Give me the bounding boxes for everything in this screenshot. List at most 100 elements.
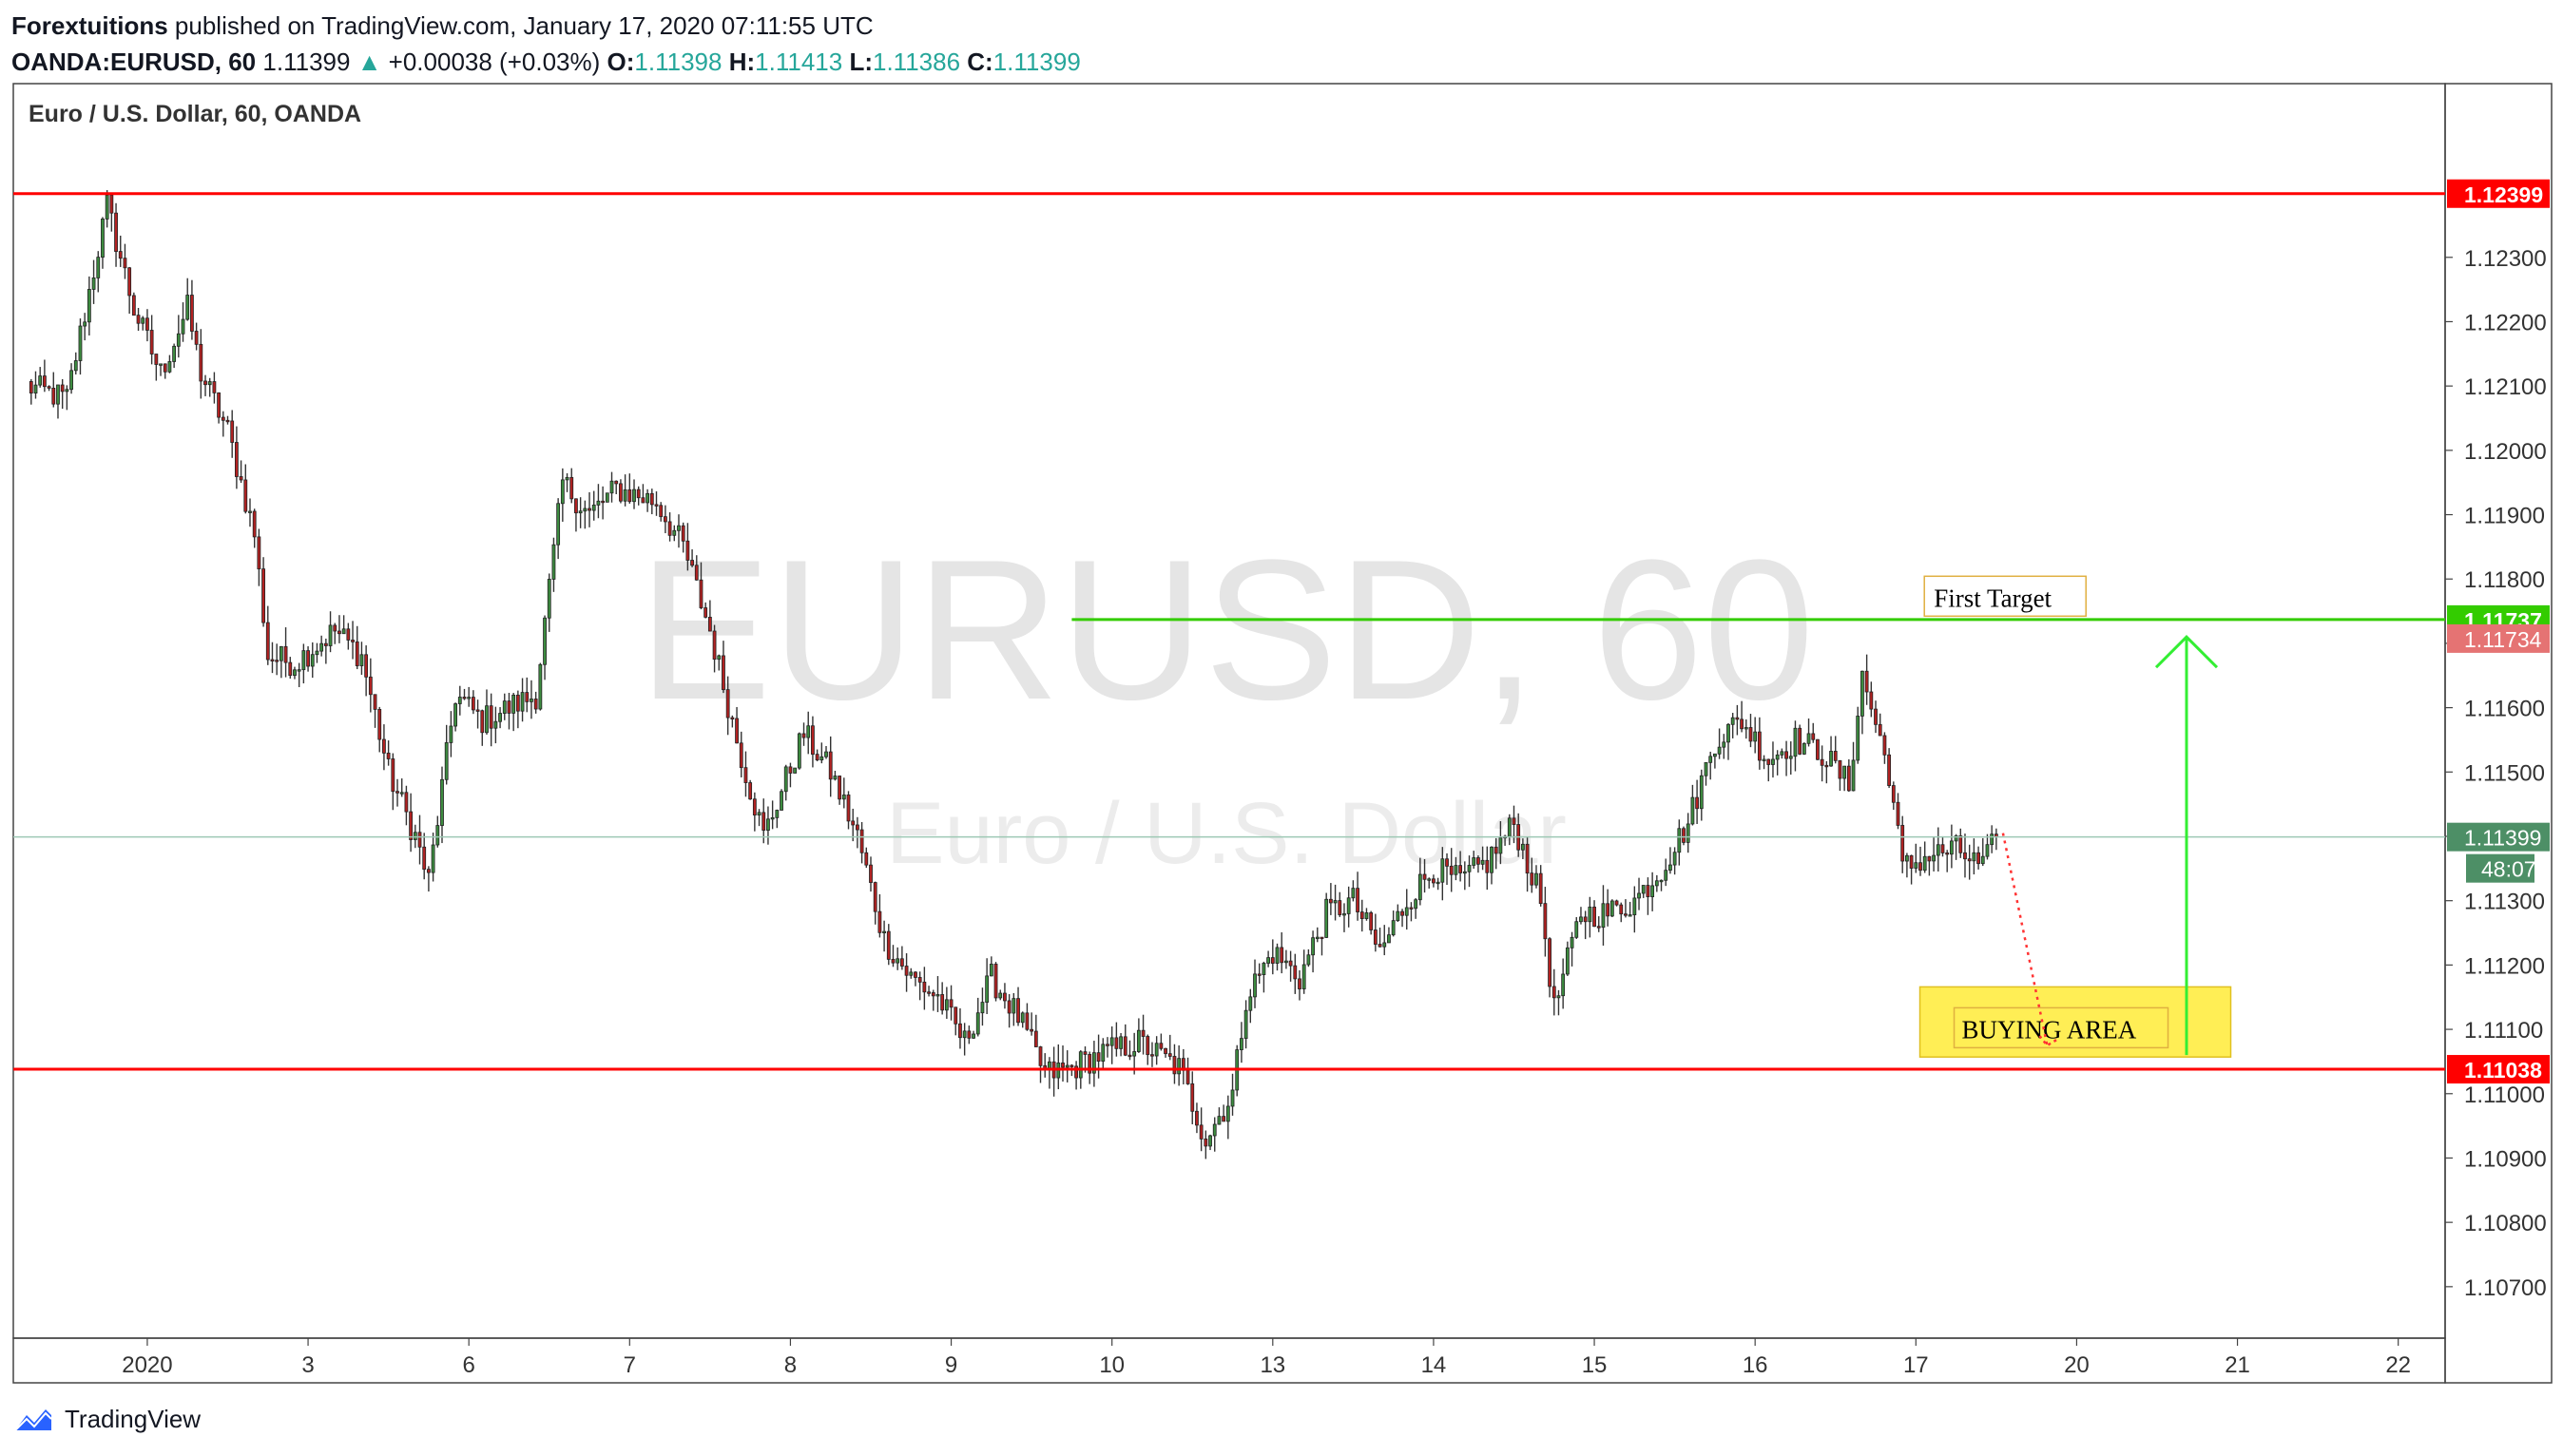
current-price-tag-label: 1.11399 xyxy=(2464,826,2541,851)
candle-down xyxy=(1740,718,1744,730)
candle-down xyxy=(1083,1051,1088,1055)
target-arrow-head xyxy=(2154,635,2219,669)
candle-down xyxy=(1820,758,1824,766)
candle-down xyxy=(927,991,931,994)
candle-down xyxy=(1150,1054,1154,1057)
candle-down xyxy=(1869,691,1874,710)
candle-up xyxy=(1490,846,1493,873)
price-tick-label: 1.11200 xyxy=(2464,953,2545,979)
candle-up xyxy=(824,751,828,757)
candle-up xyxy=(944,999,949,1011)
candle-down xyxy=(145,317,149,331)
candle-up xyxy=(159,363,163,366)
candle-down xyxy=(588,508,591,511)
time-tick-label: 7 xyxy=(624,1352,636,1378)
tradingview-footer[interactable]: TradingView xyxy=(13,1405,201,1434)
candle-down xyxy=(1551,986,1556,999)
candle-up xyxy=(1472,857,1476,866)
candle-up xyxy=(315,650,319,656)
price-tick-label: 1.12300 xyxy=(2464,246,2547,272)
candle-down xyxy=(395,791,399,794)
candle-down xyxy=(234,442,239,477)
candle-down xyxy=(225,419,230,423)
candle-down xyxy=(1038,1046,1043,1066)
candle-up xyxy=(1932,854,1936,862)
candle-up xyxy=(596,500,601,506)
candle-up xyxy=(279,645,283,661)
candle-down xyxy=(1288,960,1293,967)
first-target-label: First Target xyxy=(1934,584,2052,612)
candle-up xyxy=(1856,716,1860,761)
candle-up xyxy=(793,767,798,774)
candle-down xyxy=(1280,947,1284,964)
candle-up xyxy=(1427,878,1432,881)
candle-down xyxy=(1190,1083,1195,1112)
candle-up xyxy=(1561,973,1566,997)
candle-down xyxy=(1525,843,1530,874)
candle-up xyxy=(896,958,900,964)
candle-down xyxy=(1909,854,1914,869)
low-value: 1.11386 xyxy=(872,48,961,76)
time-axis[interactable]: 2020 3 6 7 8 9 10 13 14 15 16 17 20 21 22 xyxy=(122,1338,2411,1378)
price-tick-label: 1.12100 xyxy=(2464,374,2547,400)
candle-up xyxy=(248,510,252,513)
candle-up xyxy=(1704,761,1708,776)
candle-down xyxy=(1891,785,1896,803)
candle-up xyxy=(1793,727,1798,757)
candle-up xyxy=(985,975,990,1003)
candle-down xyxy=(690,560,694,566)
candle-down xyxy=(1328,898,1333,904)
candle-up xyxy=(1396,910,1400,922)
candle-up xyxy=(413,832,417,840)
candle-down xyxy=(1195,1110,1199,1126)
candle-down xyxy=(1918,862,1922,872)
time-tick-label: 14 xyxy=(1421,1352,1447,1378)
candle-down xyxy=(752,798,757,816)
candle-up xyxy=(1462,871,1467,874)
candle-down xyxy=(801,733,806,738)
candle-down xyxy=(1748,727,1753,742)
candle-down xyxy=(1838,759,1842,779)
candle-down xyxy=(739,742,743,769)
candle-down xyxy=(851,820,856,826)
candle-down xyxy=(654,504,659,507)
candle-down xyxy=(949,999,954,1008)
time-tick-label: 17 xyxy=(1903,1352,1929,1378)
candle-up xyxy=(538,663,543,710)
candle-up xyxy=(632,489,636,503)
price-axis[interactable]: 1.10700 1.10800 1.10900 1.11000 1.11100 1.112… xyxy=(2445,179,2550,1301)
candle-down xyxy=(1222,1116,1226,1122)
price-tick-label: 1.11100 xyxy=(2464,1018,2543,1044)
candle-down xyxy=(199,343,203,382)
candle-up xyxy=(1806,733,1811,744)
candle-down xyxy=(1695,796,1700,810)
time-tick-label: 20 xyxy=(2064,1352,2090,1378)
price-tick-label: 1.11600 xyxy=(2464,697,2545,722)
candle-up xyxy=(623,489,627,502)
candle-down xyxy=(1976,852,1980,865)
candle-up xyxy=(176,333,181,347)
candle-up xyxy=(1565,947,1570,975)
candle-up xyxy=(1654,880,1659,887)
candle-down xyxy=(136,315,141,324)
candle-down xyxy=(351,640,355,642)
candle-down xyxy=(1141,1029,1146,1037)
close-label: C: xyxy=(967,48,993,76)
candle-down xyxy=(525,692,530,702)
candle-down xyxy=(127,267,132,297)
candle-up xyxy=(1802,742,1806,755)
candle-up xyxy=(1990,833,1995,846)
candle-up xyxy=(543,617,547,665)
candle-down xyxy=(1619,904,1624,915)
candle-down xyxy=(1896,801,1900,826)
candle-up xyxy=(319,642,324,652)
author-name[interactable]: Forextuitions xyxy=(11,11,168,40)
candle-down xyxy=(931,992,935,997)
candle-down xyxy=(1409,907,1414,910)
open-label: O: xyxy=(607,48,635,76)
time-tick-label: 13 xyxy=(1260,1352,1285,1378)
candle-down xyxy=(1070,1064,1074,1067)
candle-up xyxy=(1387,934,1391,944)
candle-down xyxy=(163,363,167,373)
